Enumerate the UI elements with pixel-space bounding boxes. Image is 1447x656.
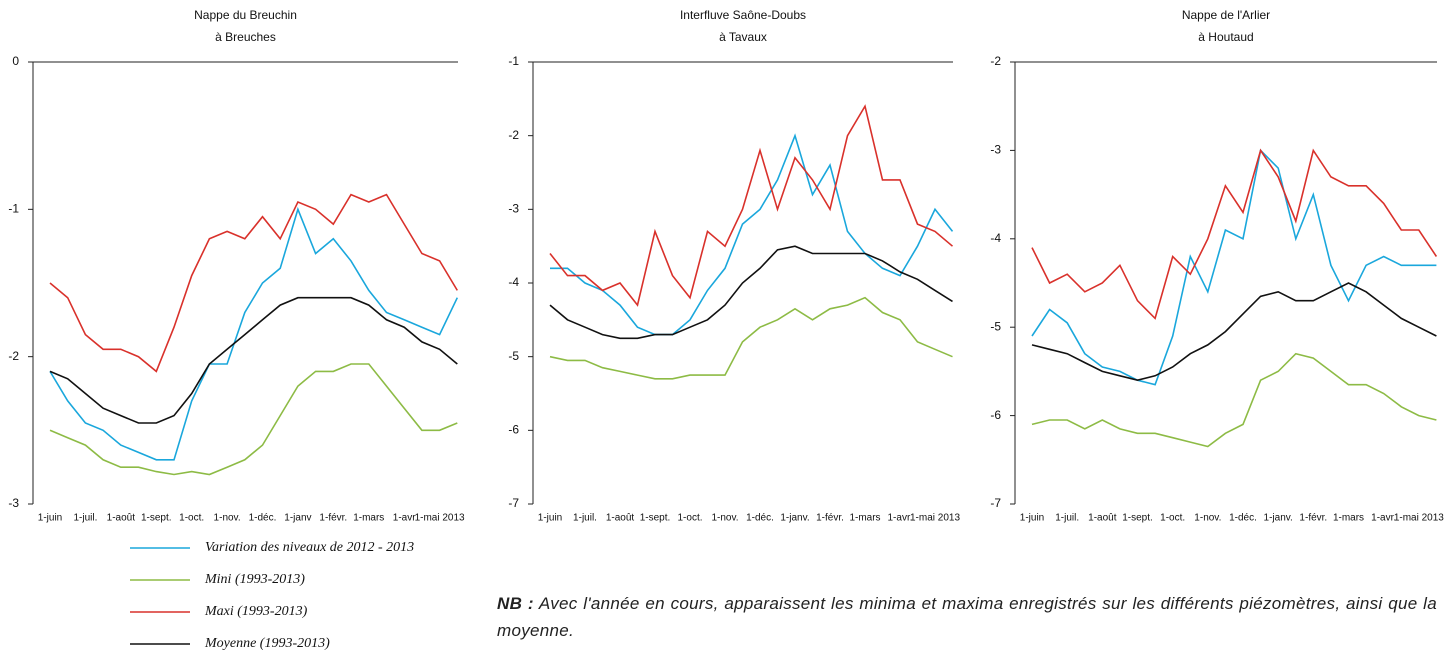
chart-subtitle: à Tavaux [719,30,767,44]
y-tick-label: -2 [990,54,1001,68]
y-tick-label: -3 [8,496,19,510]
chart-subtitle: à Houtaud [1198,30,1253,44]
x-tick-label: 1-août [606,513,635,524]
x-tick-label: 1-juin [38,513,62,524]
x-tick-label: 1-avr [393,513,416,524]
chart-title: Interfluve Saône-Doubs [680,8,806,22]
note: NB : Avec l'année en cours, apparaissent… [497,590,1437,644]
note-label: NB : [497,594,534,613]
y-tick-label: -6 [990,408,1001,422]
x-tick-label: 1-oct. [179,513,204,524]
series-line [550,133,954,336]
y-tick-label: -6 [508,423,519,437]
series-line [49,206,459,461]
x-tick-label: 1-sept. [640,513,671,524]
x-tick-label: 1-déc. [249,513,277,524]
x-tick-label: 1-oct. [1160,513,1185,524]
x-tick-label: 1-janv. [780,513,809,524]
y-tick-label: -1 [508,54,519,68]
series-line [49,193,458,373]
x-tick-label: 1-sept. [1122,513,1153,524]
x-tick-label: 1-avr. [887,513,912,524]
x-tick-label: 1-janv. [1264,513,1293,524]
y-tick-label: -5 [990,319,1001,333]
series-line [549,245,953,340]
x-tick-label: 1-juil. [73,513,97,524]
x-tick-label: 1-mai 2013 [1394,513,1444,524]
x-tick-label: 1-juin [538,513,562,524]
series-line [1031,352,1437,448]
x-tick-label: 1-févr. [1299,513,1327,524]
x-tick-label: 1-déc. [746,513,774,524]
x-tick-label: 1-juil. [1055,513,1079,524]
chart-title: Nappe de l'Arlier [1182,8,1270,22]
y-tick-label: -4 [990,231,1001,245]
series-line [549,296,953,380]
x-tick-label: 1-janv [284,513,311,524]
x-tick-label: 1-août [1088,513,1117,524]
series-line [49,363,458,476]
note-text: Avec l'année en cours, apparaissent les … [497,594,1437,640]
x-tick-label: 1-août [107,513,136,524]
x-tick-label: 1-mai 2013 [910,513,960,524]
y-tick-label: 0 [12,54,19,68]
x-tick-label: 1-févr. [319,513,347,524]
y-tick-label: -3 [508,202,519,216]
legend-label: Moyenne (1993-2013) [204,636,330,651]
x-tick-label: 1-mars [1333,513,1364,524]
series-line [1031,282,1437,382]
series-line [549,104,954,307]
x-tick-label: 1-avr. [1371,513,1396,524]
y-tick-label: -7 [508,496,519,510]
y-tick-label: -1 [8,202,19,216]
legend-label: Variation des niveaux de 2012 - 2013 [205,540,414,555]
x-tick-label: 1-nov. [1194,513,1221,524]
legend-label: Maxi (1993-2013) [204,604,308,619]
y-tick-label: -2 [508,128,519,142]
chart-title: Nappe du Breuchin [194,8,297,22]
series-line [49,296,458,424]
y-tick-label: -3 [990,143,1001,157]
x-tick-label: 1-déc. [1229,513,1257,524]
x-tick-label: 1-juin [1020,513,1044,524]
y-tick-label: -7 [990,496,1001,510]
x-tick-label: 1-oct. [677,513,702,524]
y-tick-label: -5 [508,349,519,363]
x-tick-label: 1-nov. [711,513,738,524]
x-tick-label: 1-mars [353,513,384,524]
y-tick-label: -2 [8,349,19,363]
x-tick-label: 1-mars [849,513,880,524]
x-tick-label: 1-juil. [573,513,597,524]
x-tick-label: 1-nov. [214,513,241,524]
x-tick-label: 1-févr. [816,513,844,524]
series-line [1031,148,1437,386]
chart-subtitle: à Breuches [215,30,276,44]
legend-label: Mini (1993-2013) [204,572,305,587]
series-line [1031,148,1438,320]
x-tick-label: 1-mai 2013 [415,513,465,524]
y-tick-label: -4 [508,275,519,289]
x-tick-label: 1-sept. [141,513,172,524]
